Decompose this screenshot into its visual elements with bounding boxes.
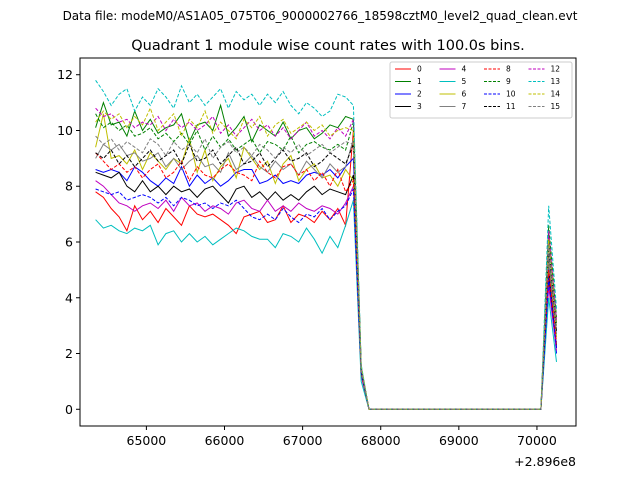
- legend-item-15: 15: [528, 102, 561, 111]
- plot-area: 65000 66000 67000 68000 69000 70000 024681012…: [57, 57, 577, 469]
- suptitle: Data file: modeM0/AS1A05_075T06_90000027…: [63, 9, 578, 23]
- y-tick-label: 12: [57, 67, 73, 82]
- legend-item-3: 3: [395, 102, 422, 111]
- legend-label: 14: [551, 90, 561, 99]
- legend-label: 0: [417, 65, 422, 74]
- legend-label: 2: [417, 90, 422, 99]
- legend-item-13: 13: [528, 77, 561, 86]
- legend-frame: [389, 61, 573, 119]
- legend-item-11: 11: [484, 102, 516, 111]
- legend-label: 10: [506, 90, 516, 99]
- legend-item-7: 7: [439, 102, 467, 111]
- x-axis-ticks: 65000 66000 67000 68000 69000 70000: [127, 426, 557, 448]
- legend-item-0: 0: [395, 65, 422, 74]
- y-axis-ticks: 0 2 4 6 8 10 12: [57, 67, 80, 417]
- legend-label: 7: [462, 102, 467, 111]
- legend-label: 5: [462, 77, 467, 86]
- legend-label: 1: [417, 77, 422, 86]
- x-tick-label: 67000: [283, 433, 323, 448]
- x-tick-label: 68000: [361, 433, 401, 448]
- legend-label: 13: [551, 77, 561, 86]
- legend-item-1: 1: [395, 77, 422, 86]
- legend-item-5: 5: [439, 77, 467, 86]
- legend-item-8: 8: [484, 65, 511, 74]
- legend-item-2: 2: [395, 90, 422, 99]
- legend-item-9: 9: [484, 77, 511, 86]
- chart-title: Quadrant 1 module wise count rates with …: [131, 38, 525, 54]
- y-tick-label: 2: [65, 346, 73, 361]
- y-tick-label: 0: [65, 402, 73, 417]
- legend-label: 3: [417, 102, 422, 111]
- legend-item-4: 4: [439, 65, 467, 74]
- legend-label: 9: [506, 77, 511, 86]
- legend-label: 6: [462, 90, 467, 99]
- legend-item-6: 6: [439, 90, 467, 99]
- series-layer: [95, 80, 557, 410]
- legend-label: 15: [551, 102, 561, 111]
- x-tick-label: 66000: [205, 433, 245, 448]
- series-line-11: [95, 143, 557, 410]
- series-line-15: [95, 135, 557, 410]
- legend-item-10: 10: [484, 90, 516, 99]
- x-tick-label: 69000: [439, 433, 479, 448]
- x-tick-label: 65000: [127, 433, 167, 448]
- legend-label: 8: [506, 65, 511, 74]
- legend-label: 4: [462, 65, 467, 74]
- legend-item-12: 12: [528, 65, 561, 74]
- x-axis-offset-label: +2.896e8: [514, 454, 576, 469]
- legend-item-14: 14: [528, 90, 561, 99]
- y-tick-label: 4: [65, 290, 73, 305]
- legend-label: 11: [506, 102, 516, 111]
- legend-label: 12: [551, 65, 561, 74]
- y-tick-label: 8: [65, 179, 73, 194]
- y-tick-label: 6: [65, 235, 73, 250]
- x-tick-label: 70000: [517, 433, 557, 448]
- y-tick-label: 10: [57, 123, 73, 138]
